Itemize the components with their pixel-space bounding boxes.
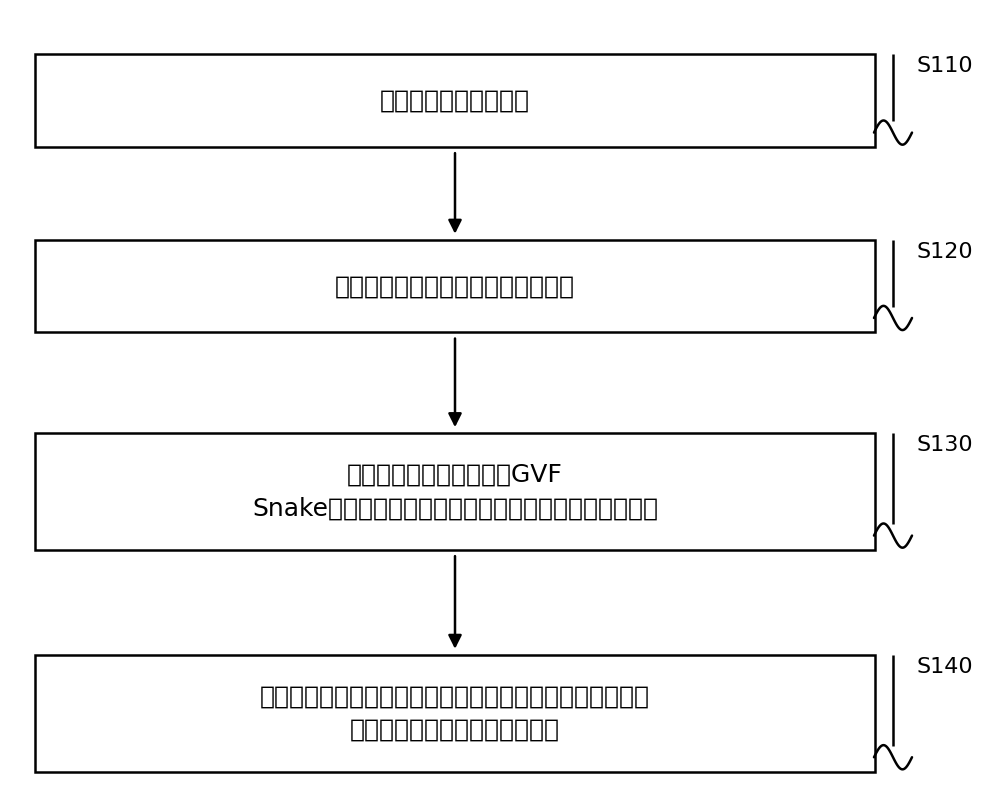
Bar xyxy=(35,55,875,147)
Text: S140: S140 xyxy=(917,657,973,677)
Bar xyxy=(35,434,875,550)
Text: 采用凸包检测、角点检测与椭圆拟合相结合对细胞粗轮廓进
行细胞精细分割，得到细胞轮廓: 采用凸包检测、角点检测与椭圆拟合相结合对细胞粗轮廓进 行细胞精细分割，得到细胞轮… xyxy=(260,684,650,742)
Text: S120: S120 xyxy=(917,242,973,262)
Text: 预处理细胞图像，得到预处理后图像: 预处理细胞图像，得到预处理后图像 xyxy=(335,274,575,298)
Bar xyxy=(35,654,875,772)
Text: 采用分水岭算法和改进的GVF
Snake模型对预处理后图像进行粗分割，得到细胞粗轮廓: 采用分水岭算法和改进的GVF Snake模型对预处理后图像进行粗分割，得到细胞粗… xyxy=(252,463,658,521)
Text: 获取待分割的细胞图像: 获取待分割的细胞图像 xyxy=(380,89,530,113)
Text: S110: S110 xyxy=(917,56,973,77)
Bar xyxy=(35,240,875,332)
Text: S130: S130 xyxy=(917,435,973,455)
